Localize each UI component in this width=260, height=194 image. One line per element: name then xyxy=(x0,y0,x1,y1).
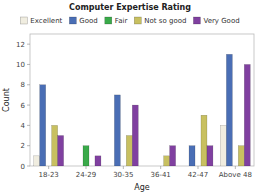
bar xyxy=(170,146,176,166)
y-tick xyxy=(27,84,30,85)
bar xyxy=(46,166,52,167)
bar xyxy=(146,166,152,167)
bar xyxy=(108,166,114,167)
legend-item: Excellent xyxy=(20,17,62,25)
y-tick-label: 0 xyxy=(21,163,25,171)
x-tick xyxy=(235,166,236,169)
y-tick xyxy=(27,44,30,45)
y-axis-label: Count xyxy=(2,88,11,112)
legend-item: Fair xyxy=(105,17,128,25)
x-tick-label: 24-29 xyxy=(76,171,96,179)
legend-label: Excellent xyxy=(30,17,62,25)
x-tick xyxy=(123,166,124,169)
legend-item: Very Good xyxy=(193,17,239,25)
bar xyxy=(195,166,201,167)
legend-label: Not so good xyxy=(144,17,186,25)
y-tick-label: 12 xyxy=(16,41,25,49)
bar xyxy=(183,166,189,167)
legend-title: Computer Expertise Rating xyxy=(69,3,191,12)
plot-frame xyxy=(30,34,254,166)
bar xyxy=(201,115,207,166)
bar xyxy=(126,136,132,166)
bar xyxy=(89,166,95,167)
bar xyxy=(232,166,238,167)
legend-label: Very Good xyxy=(203,17,239,25)
chart: Computer Expertise Rating Excellent Good Fa… xyxy=(0,0,260,194)
y-tick-label: 6 xyxy=(21,102,26,110)
x-tick-label: Above 48 xyxy=(219,171,252,179)
bar xyxy=(220,125,226,166)
y-tick xyxy=(27,145,30,146)
x-tick xyxy=(160,166,161,169)
bar xyxy=(189,146,195,166)
bar xyxy=(226,54,232,166)
bar xyxy=(95,156,101,166)
x-tick-label: 30-35 xyxy=(113,171,133,179)
bar xyxy=(71,166,77,167)
y-tick-label: 8 xyxy=(21,81,25,89)
bar xyxy=(164,156,170,166)
legend-swatch xyxy=(69,17,76,24)
legend-item: Not so good xyxy=(134,17,186,25)
y-tick xyxy=(27,166,30,167)
bar xyxy=(244,64,250,166)
bar xyxy=(114,95,120,166)
y-tick-label: 2 xyxy=(21,142,25,150)
bar xyxy=(77,166,83,167)
bar xyxy=(34,156,40,166)
x-tick-label: 42-47 xyxy=(188,171,208,179)
x-tick xyxy=(86,166,87,169)
legend-swatch xyxy=(134,17,141,24)
bar xyxy=(152,166,158,167)
y-tick-label: 4 xyxy=(21,122,26,130)
bar xyxy=(83,146,89,166)
legend-swatch xyxy=(105,17,112,24)
x-tick-label: 18-23 xyxy=(38,171,58,179)
legend-label: Good xyxy=(79,17,97,25)
y-tick xyxy=(27,125,30,126)
bars xyxy=(34,54,251,166)
bar xyxy=(132,105,138,166)
bar xyxy=(238,146,244,166)
legend-swatch xyxy=(193,17,200,24)
bar xyxy=(52,125,58,166)
bar xyxy=(158,166,164,167)
x-tick xyxy=(48,166,49,169)
y-tick xyxy=(27,105,30,106)
y-tick-label: 10 xyxy=(16,61,25,69)
legend-item: Good xyxy=(69,17,97,25)
legend-label: Fair xyxy=(115,17,128,25)
bar xyxy=(40,85,46,166)
legend-swatch xyxy=(20,17,27,24)
x-axis-label: Age xyxy=(134,183,150,192)
x-tick xyxy=(198,166,199,169)
bar xyxy=(207,146,213,166)
bar xyxy=(58,136,64,166)
legend: Computer Expertise Rating Excellent Good Fa… xyxy=(20,3,239,25)
x-tick-label: 36-41 xyxy=(150,171,170,179)
y-tick xyxy=(27,64,30,65)
bar xyxy=(120,166,126,167)
